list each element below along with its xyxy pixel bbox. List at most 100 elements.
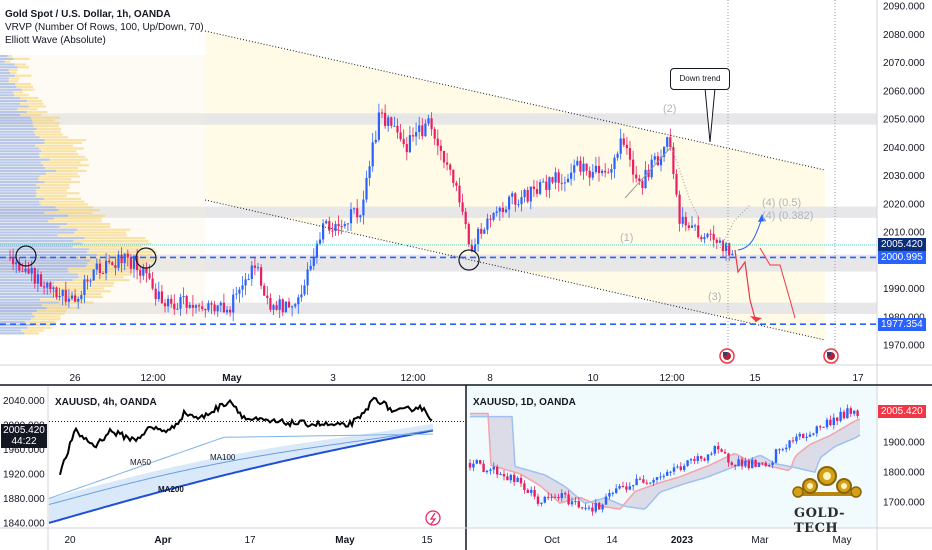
candle-body	[225, 309, 229, 313]
volume-profile-down-bar	[36, 189, 67, 192]
daily-candle-body	[550, 496, 553, 498]
pivot-circle-marker-1[interactable]	[135, 247, 157, 269]
volume-profile-up-bar	[0, 150, 42, 153]
volume-profile-down-bar	[27, 326, 52, 329]
indicator-vrvp-label[interactable]: VRVP (Number Of Rows, 100, Up/Down, 70)	[5, 22, 204, 33]
ma200-line[interactable]	[48, 429, 434, 524]
daily-candle-body	[829, 419, 832, 426]
forecast-arrow-down-1[interactable]	[734, 249, 757, 323]
daily-candle-body	[856, 410, 859, 416]
panel-4h-time-tick: 20	[64, 535, 76, 546]
daily-candle-body	[652, 479, 655, 483]
wave-3-label: (3)	[708, 291, 721, 303]
candle-body	[594, 165, 597, 173]
panel-1d-time-tick: 2023	[671, 535, 694, 546]
candle-body	[653, 156, 656, 160]
daily-candle-body	[526, 489, 529, 493]
volume-profile-up-bar	[0, 85, 17, 88]
volume-profile-up-bar	[0, 312, 33, 315]
volume-profile-up-bar	[0, 290, 57, 293]
volume-profile-up-bar	[0, 217, 55, 220]
candle-body	[325, 221, 328, 224]
candle-body	[188, 304, 191, 308]
candle-body	[306, 269, 309, 286]
candle-body	[467, 224, 470, 245]
candle-body	[681, 216, 684, 224]
volume-profile-down-bar	[59, 225, 111, 228]
volume-profile-up-bar	[0, 315, 35, 318]
candle-body	[446, 162, 449, 165]
daily-candle-body	[669, 471, 672, 473]
time-axis-tick-label: 15	[749, 373, 761, 384]
candle-body	[501, 207, 504, 213]
volume-profile-down-bar	[39, 147, 84, 150]
us-flag-canton-0	[723, 352, 727, 356]
forecast-arrow-up[interactable]	[737, 217, 763, 251]
candle-body	[61, 289, 64, 296]
candle-body	[263, 285, 266, 296]
price-line-4h[interactable]	[59, 396, 433, 476]
daily-candle-body	[768, 465, 771, 467]
ma-fast-line[interactable]	[470, 412, 861, 510]
panel-4h-time-tick: 15	[421, 535, 433, 546]
daily-candle-body	[485, 470, 489, 473]
candle-body	[712, 233, 715, 240]
candle-body	[21, 270, 24, 272]
candle-body	[12, 257, 15, 265]
volume-profile-up-bar	[0, 108, 18, 111]
volume-profile-up-bar	[0, 287, 53, 290]
gold-tech-logo-text: GOLD-TECH	[794, 506, 845, 536]
wave-1-label: (1)	[620, 232, 633, 244]
volume-profile-down-bar	[24, 332, 39, 335]
candle-body	[374, 139, 377, 143]
candle-body	[607, 172, 610, 174]
candle-body	[408, 135, 411, 153]
volume-profile-down-bar	[17, 66, 30, 69]
candle-body	[449, 164, 452, 170]
panel-4h-price-tick: 1880.000	[3, 494, 45, 505]
ma-slow-line[interactable]	[470, 415, 861, 510]
forecast-arrow-down-2[interactable]	[759, 247, 796, 319]
candle-body	[176, 308, 179, 310]
volume-profile-down-bar	[14, 94, 29, 97]
candle-body	[24, 268, 27, 272]
daily-candle-body	[819, 426, 822, 428]
candle-body	[703, 237, 706, 240]
volume-profile-down-bar	[15, 74, 32, 77]
volume-profile-up-bar	[0, 304, 42, 307]
daily-candle-body	[720, 449, 723, 452]
daily-candle-body	[703, 458, 706, 461]
candle-body	[694, 225, 697, 227]
gray-zone-0	[0, 113, 877, 125]
candle-body	[709, 233, 712, 235]
pivot-circle-marker-2[interactable]	[458, 249, 480, 271]
candle-body	[483, 229, 486, 234]
daily-candle-body	[553, 496, 557, 498]
down-trend-callout[interactable]: Down trend	[670, 68, 730, 90]
lightning-icon[interactable]	[425, 510, 441, 526]
candle-body	[489, 218, 492, 220]
daily-candle-body	[832, 417, 835, 426]
volume-profile-up-bar	[0, 63, 15, 66]
daily-candle-body	[836, 417, 839, 421]
candle-body	[700, 237, 703, 240]
wave-4a-label: (4) (0.5)	[762, 197, 801, 209]
candle-body	[666, 137, 669, 147]
indicator-elliott-label[interactable]: Elliott Wave (Absolute)	[5, 35, 106, 46]
time-axis-tick-label: 12:00	[140, 373, 165, 384]
ma50-line[interactable]	[48, 433, 434, 499]
candle-body	[368, 166, 371, 178]
candle-body	[132, 255, 136, 269]
daily-candle-body	[805, 436, 808, 438]
pivot-circle-marker-0[interactable]	[15, 245, 37, 267]
candle-body	[86, 279, 89, 282]
price-axis-tick-label: 2060.000	[883, 86, 925, 97]
volume-profile-down-bar	[32, 119, 55, 122]
daily-candle-body	[649, 482, 652, 484]
volume-profile-down-bar	[20, 113, 42, 116]
daily-candle-body	[754, 459, 757, 467]
forecast-arrowhead-down-1	[750, 316, 762, 322]
value-area-background	[0, 55, 205, 335]
ma100-line[interactable]	[48, 429, 434, 505]
